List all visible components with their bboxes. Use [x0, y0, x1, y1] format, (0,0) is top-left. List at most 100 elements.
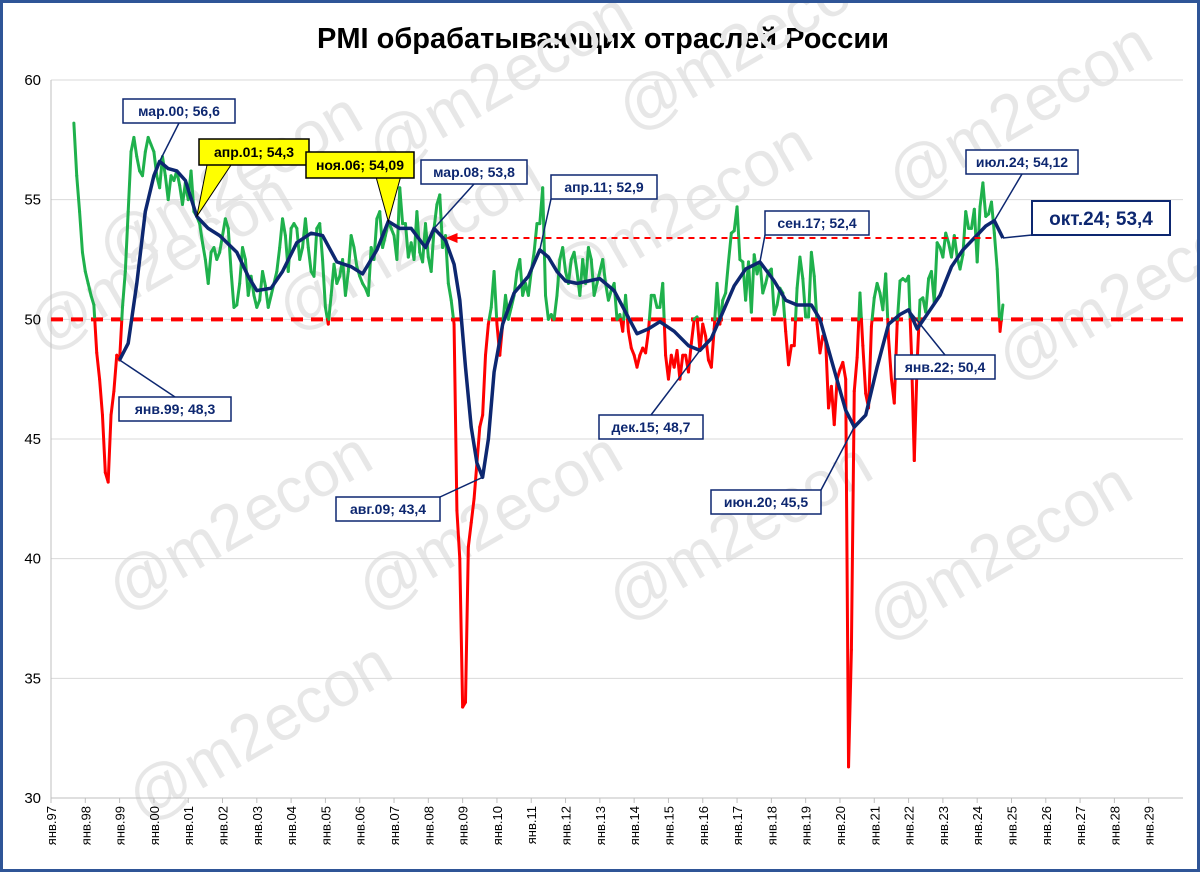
pmi-segment: [235, 281, 242, 307]
pmi-segment: [999, 303, 1005, 321]
callout-label: июн.20; 45,5: [724, 494, 808, 510]
callout-label: дек.15; 48,7: [612, 419, 691, 435]
pmi-segment: [589, 258, 596, 297]
x-tick-label: янв.28: [1107, 806, 1122, 845]
y-tick-label: 55: [24, 192, 41, 209]
y-tick-label: 35: [24, 670, 41, 687]
pmi-segment: [106, 413, 113, 484]
pmi-segment: [541, 186, 548, 297]
x-tick-label: янв.00: [147, 806, 162, 845]
pmi-segment: [123, 210, 130, 273]
x-tick-label: янв.10: [490, 806, 505, 845]
pmi-segment: [455, 509, 462, 561]
pmi-segment: [998, 317, 1003, 333]
pmi-segment: [484, 322, 490, 357]
pmi-segment: [586, 246, 593, 261]
pmi-segment: [995, 267, 1002, 321]
pmi-segment: [735, 205, 742, 261]
annotation-callout: апр.11; 52,9: [539, 174, 658, 251]
pmi-segment: [715, 281, 722, 321]
pmi-segment: [783, 317, 788, 333]
callout-box: [118, 396, 232, 422]
pmi-segment: [86, 281, 93, 297]
pmi-segment: [584, 246, 590, 285]
callout-box: [598, 414, 704, 440]
watermark-text: @m2econ: [604, 3, 893, 145]
pmi-segment: [952, 234, 959, 259]
pmi-segment: [798, 255, 805, 281]
x-tick-label: янв.23: [936, 806, 951, 845]
pmi-segment: [449, 298, 455, 321]
callout-box: [1031, 200, 1171, 236]
pmi-segment: [112, 353, 119, 393]
pmi-segment: [343, 269, 350, 297]
x-tick-label: янв.13: [593, 806, 608, 845]
x-tick-label: янв.24: [970, 806, 985, 845]
x-tick-label: янв.17: [730, 806, 745, 845]
pmi-segment: [241, 246, 247, 261]
pmi-segment: [92, 303, 97, 321]
annotation-callout: дек.15; 48,7: [598, 349, 704, 440]
pmi-segment: [801, 277, 808, 319]
x-tick-label: янв.99: [113, 806, 128, 845]
pmi-segment: [644, 329, 650, 355]
pmi-segment: [120, 305, 124, 321]
pmi-segment: [429, 226, 436, 273]
pmi-segment: [78, 210, 84, 254]
pmi-segment: [849, 389, 856, 652]
pmi-segment: [312, 226, 319, 278]
x-tick-label: янв.01: [181, 806, 196, 845]
pmi-segment: [561, 246, 568, 273]
x-tick-label: янв.02: [216, 806, 231, 845]
pmi-segment: [761, 281, 768, 295]
x-tick-label: янв.03: [250, 806, 265, 845]
annotation-callout: янв.22; 50,4: [894, 309, 996, 380]
callout-box: [894, 354, 996, 380]
pmi-segment: [226, 226, 233, 273]
pmi-segment: [238, 246, 245, 285]
y-tick-label: 50: [24, 311, 41, 328]
pmi-segment: [132, 135, 139, 159]
pmi-segment: [281, 217, 287, 238]
pmi-segment: [432, 202, 439, 230]
pmi-segment: [229, 269, 236, 309]
callout-label: июл.24; 54,12: [976, 154, 1068, 170]
callout-box: [305, 151, 415, 179]
pmi-segment: [689, 317, 696, 345]
pmi-segment: [261, 269, 267, 288]
pmi-segment: [917, 298, 922, 321]
pmi-segment: [726, 231, 733, 264]
pmi-segment: [621, 317, 626, 333]
pmi-segment: [135, 155, 142, 173]
watermark-text: @m2econ: [594, 426, 883, 635]
pmi-segment: [852, 356, 859, 393]
x-tick-label: янв.04: [284, 806, 299, 845]
pmi-segment: [989, 200, 996, 235]
callout-leader: [119, 359, 176, 398]
x-tick-label: янв.21: [867, 806, 882, 845]
pmi-segment: [792, 317, 798, 348]
pmi-segment: [452, 322, 459, 513]
pmi-segment: [286, 226, 293, 273]
pmi-segment: [606, 289, 613, 302]
annotation-callout: янв.99; 48,3: [118, 359, 232, 422]
chart-title: PMI обрабатывающих отраслей России: [317, 23, 889, 55]
callout-label: мар.08; 53,8: [433, 164, 515, 180]
pmi-segment: [303, 217, 310, 250]
pmi-segment: [981, 181, 988, 218]
pmi-segment: [832, 377, 839, 427]
callout-label: сен.17; 52,4: [777, 215, 857, 231]
callout-label: мар.00; 56,6: [138, 103, 220, 119]
pmi-segment: [223, 217, 230, 230]
callout-leader: [993, 173, 1023, 222]
pmi-segment: [166, 174, 173, 202]
callout-box: [198, 138, 310, 166]
annotation-callout: сен.17; 52,4: [759, 210, 870, 263]
callout-label: окт.24; 53,4: [1049, 209, 1153, 230]
pmi-segment: [704, 334, 710, 362]
y-tick-label: 40: [24, 551, 41, 568]
x-tick-label: янв.14: [627, 806, 642, 845]
pmi-segment: [89, 293, 96, 307]
pmi-segment: [572, 250, 579, 273]
pmi-segment: [555, 258, 562, 297]
